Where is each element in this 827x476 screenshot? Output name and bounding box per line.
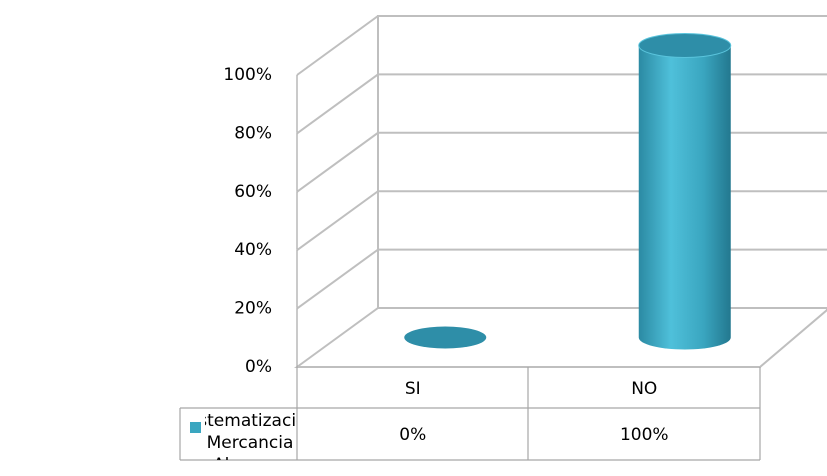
y-tick-label: 80%	[234, 123, 272, 143]
floor	[293, 307, 827, 368]
x-tick-label: NO	[631, 379, 657, 399]
x-tick-label: SI	[405, 379, 421, 399]
y-tick-label: 40%	[234, 240, 272, 260]
table-value: 100%	[620, 425, 669, 445]
bar-top	[404, 326, 487, 349]
y-tick-label: 60%	[234, 182, 272, 202]
legend-label-box: Sistematizacion de Mercancia en Almacen	[205, 411, 297, 460]
grid-line	[296, 248, 827, 310]
bar-top	[638, 33, 732, 58]
grid-line	[296, 190, 827, 252]
legend-label: Sistematizacion de Mercancia en Almacen	[205, 411, 297, 460]
bar-body	[638, 45, 731, 350]
y-tick-label: 20%	[234, 299, 272, 319]
grid-line	[296, 15, 827, 76]
grid-line	[296, 131, 827, 193]
y-tick-label: 0%	[245, 357, 272, 377]
bar	[638, 33, 732, 350]
table-value: 0%	[399, 425, 426, 445]
bar	[404, 326, 487, 349]
y-tick-label: 100%	[223, 65, 272, 85]
grid-line	[296, 73, 827, 135]
legend-key	[190, 422, 201, 433]
